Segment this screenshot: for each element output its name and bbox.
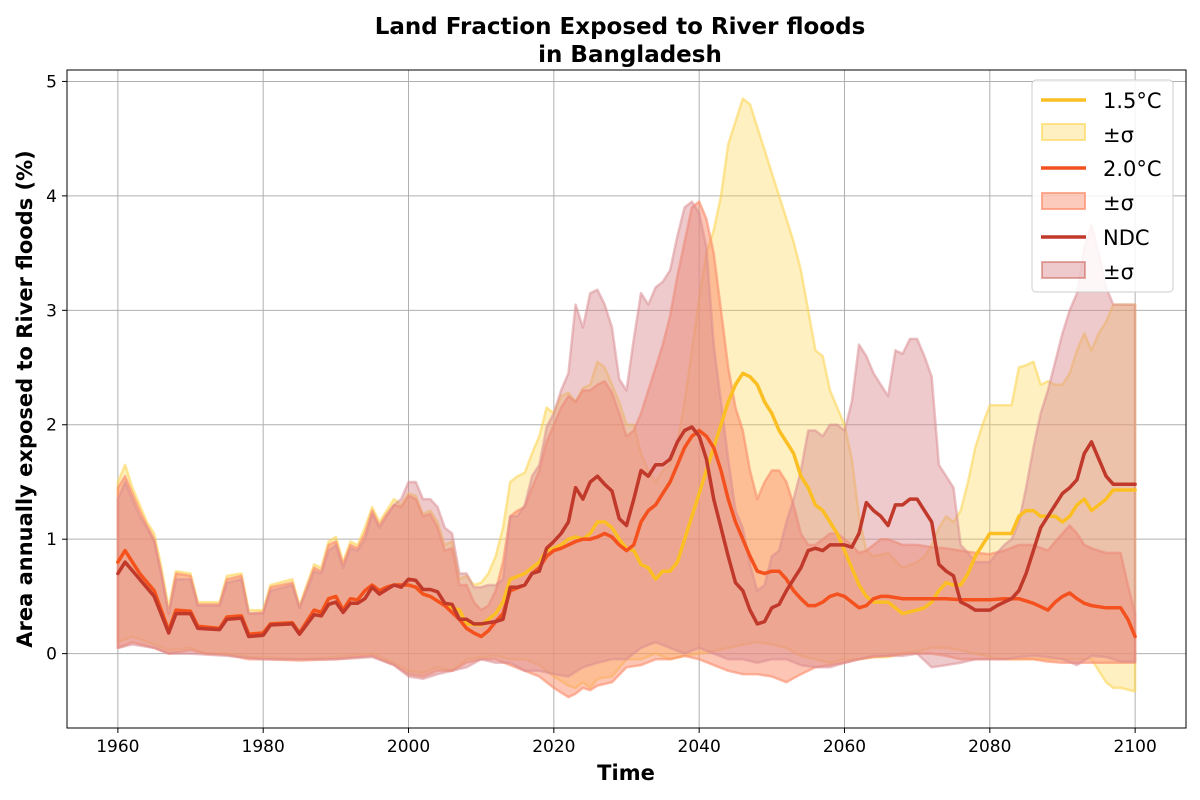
- legend-band-1-5c: [1041, 123, 1086, 141]
- x-tick-label: 1980: [242, 737, 285, 757]
- series-lines: [116, 371, 1137, 639]
- x-tick-label: 2100: [1114, 737, 1157, 757]
- y-tick-label: 5: [46, 72, 57, 92]
- x-tick-label: 2060: [823, 737, 866, 757]
- x-axis-label: Time: [597, 761, 655, 785]
- x-tick-label: 2080: [968, 737, 1011, 757]
- y-tick-label: 1: [46, 530, 57, 550]
- legend-label-ndc: NDC: [1103, 226, 1150, 250]
- x-tick-label: 2040: [678, 737, 721, 757]
- line-2-0c: [116, 428, 1137, 639]
- line-ndc: [116, 425, 1137, 639]
- legend-label-2-0c: 2.0°C: [1103, 157, 1162, 181]
- y-axis-ticks: 0 1 2 3 4 5: [46, 72, 67, 665]
- y-tick-label: 0: [46, 645, 57, 665]
- x-axis-ticks: 1960 1980 2000 2020 2040 2060 2080 2100: [96, 728, 1157, 757]
- chart-subtitle: in Bangladesh: [538, 42, 722, 68]
- legend-label-sigma-2-0c: ±σ: [1103, 191, 1134, 215]
- uncertainty-bands: [116, 97, 1137, 699]
- legend-band-2-0c: [1041, 192, 1086, 210]
- legend-band-ndc: [1041, 261, 1086, 279]
- grid-lines: [67, 70, 1186, 728]
- band-ndc: [116, 200, 1137, 681]
- chart-title: Land Fraction Exposed to River floods: [375, 14, 866, 40]
- x-tick-label: 2000: [387, 737, 430, 757]
- legend-label-sigma-1-5c: ±σ: [1103, 123, 1134, 147]
- legend-label-sigma-ndc: ±σ: [1103, 260, 1134, 284]
- y-tick-label: 2: [46, 416, 57, 436]
- y-tick-label: 4: [46, 187, 57, 207]
- legend: 1.5°C ±σ 2.0°C ±σ NDC ±σ: [1031, 79, 1174, 293]
- legend-label-1-5c: 1.5°C: [1103, 89, 1162, 113]
- plot-frame: [66, 69, 1187, 729]
- y-axis-label: Area annually exposed to River floods (%…: [13, 150, 37, 648]
- legend-box: [1031, 79, 1174, 293]
- x-tick-label: 1960: [96, 737, 139, 757]
- y-tick-label: 3: [46, 301, 57, 321]
- x-tick-label: 2020: [532, 737, 575, 757]
